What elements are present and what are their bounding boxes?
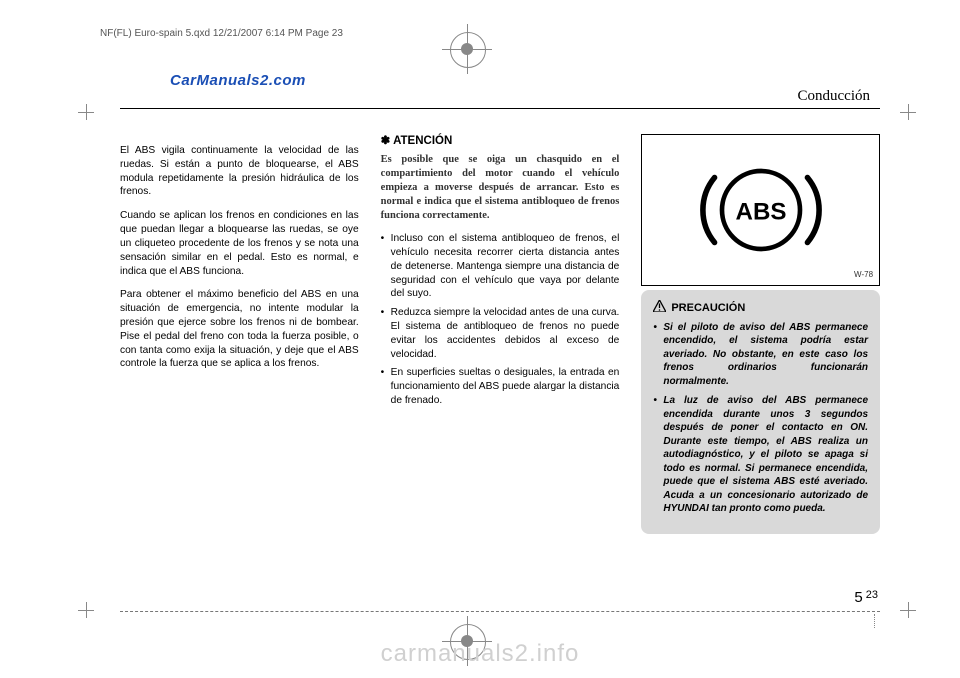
caution-box: PRECAUCIÓN Si el piloto de aviso del ABS… xyxy=(641,290,880,534)
list-item: Incluso con el sistema antibloqueo de fr… xyxy=(381,232,620,301)
list-item: En superficies sueltas o desiguales, la … xyxy=(381,366,620,407)
print-header-text: NF(FL) Euro-spain 5.qxd 12/21/2007 6:14 … xyxy=(100,28,343,39)
print-header: NF(FL) Euro-spain 5.qxd 12/21/2007 6:14 … xyxy=(100,28,343,39)
page-num-tick xyxy=(873,614,875,628)
caution-label: PRECAUCIÓN xyxy=(671,301,745,316)
caution-item: La luz de aviso del ABS permanece encend… xyxy=(653,394,868,516)
figure-code: W-78 xyxy=(854,270,873,281)
page-number: 5 23 xyxy=(848,589,878,606)
caution-heading: PRECAUCIÓN xyxy=(653,300,868,317)
top-rule xyxy=(120,108,880,109)
paragraph: Cuando se aplican los frenos en condicio… xyxy=(120,209,359,278)
column-2: ✽ ATENCIÓN Es posible que se oiga un cha… xyxy=(381,134,620,534)
crop-mark xyxy=(900,602,916,618)
brand-watermark: CarManuals2.com xyxy=(170,72,306,89)
page-within-chapter: 23 xyxy=(866,589,878,606)
crop-mark xyxy=(78,104,94,120)
watermark: carmanuals2.info xyxy=(0,640,960,668)
svg-text:ABS: ABS xyxy=(735,198,786,225)
bottom-rule xyxy=(120,611,880,612)
content-columns: El ABS vigila continuamente la velocidad… xyxy=(120,134,880,534)
paragraph: Para obtener el máximo beneficio del ABS… xyxy=(120,288,359,371)
abs-figure: ABS W-78 xyxy=(641,134,880,286)
crop-mark xyxy=(900,104,916,120)
bullet-list: Incluso con el sistema antibloqueo de fr… xyxy=(381,232,620,407)
warning-triangle-icon xyxy=(653,300,666,317)
chapter-number: 5 xyxy=(854,589,862,606)
attention-heading: ✽ ATENCIÓN xyxy=(381,134,620,150)
caution-item: Si el piloto de aviso del ABS permanece … xyxy=(653,321,868,389)
list-item: Reduzca siempre la velocidad antes de un… xyxy=(381,306,620,361)
paragraph: El ABS vigila continuamente la velocidad… xyxy=(120,144,359,199)
abs-icon: ABS xyxy=(696,155,826,265)
attention-body: Es posible que se oiga un chasquido en e… xyxy=(381,153,620,224)
column-3: ABS W-78 PRECAUCIÓN Si el piloto de avis… xyxy=(641,134,880,534)
crop-mark xyxy=(78,602,94,618)
registration-mark-top xyxy=(450,32,484,66)
column-1: El ABS vigila continuamente la velocidad… xyxy=(120,134,359,534)
section-title: Conducción xyxy=(798,88,871,105)
